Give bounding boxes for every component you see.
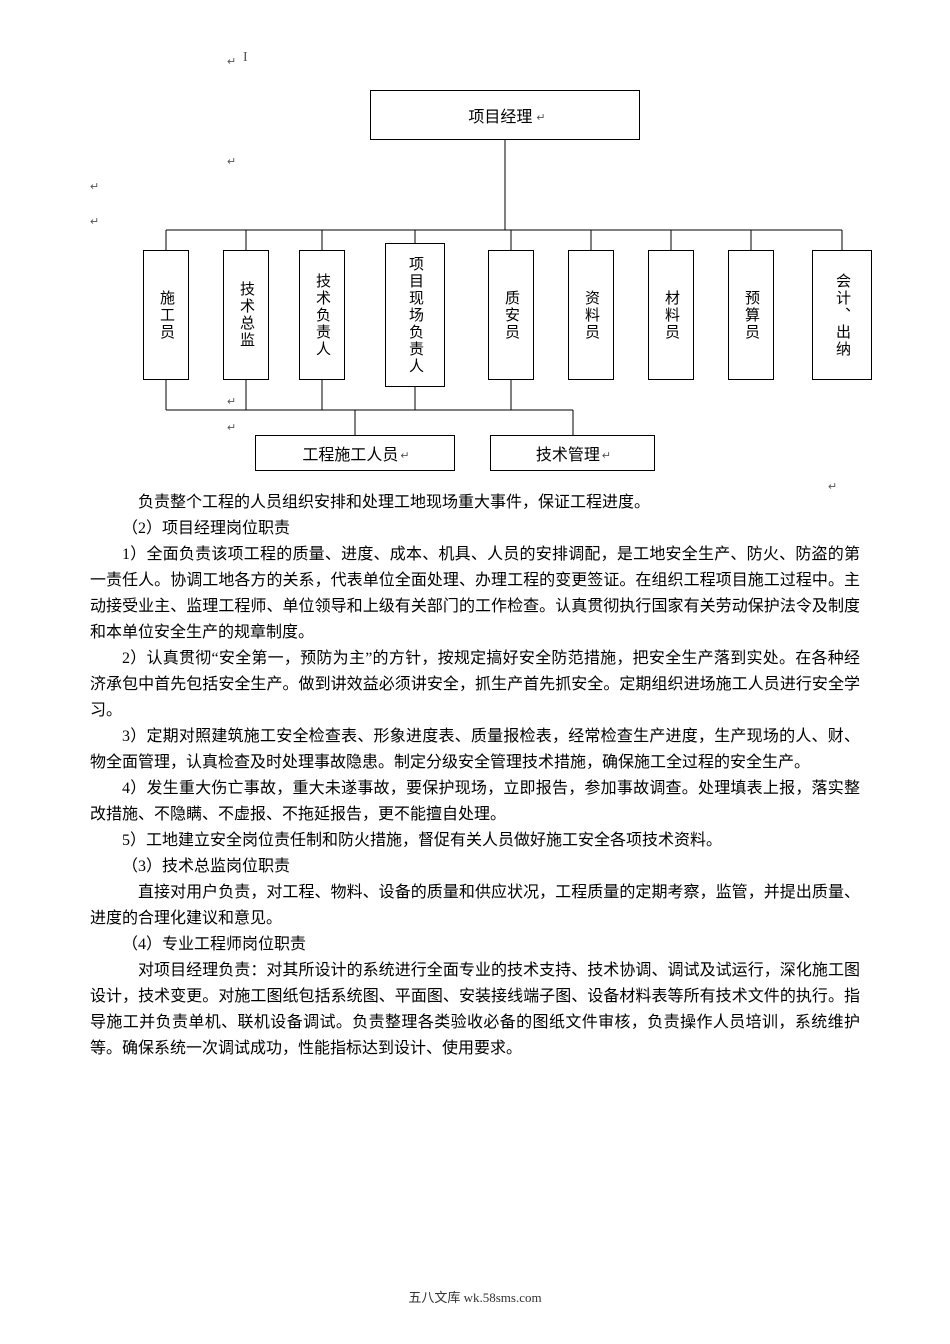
para-10: 对项目经理负责：对其所设计的系统进行全面专业的技术支持、技术协调、调试及试运行，… [90,958,860,1062]
return-mark: ↵ [227,55,236,68]
org-role-label-1: 技术总监 [237,281,255,349]
text-cursor: I [243,50,248,66]
para-7: （3）技术总监岗位职责 [90,854,860,880]
return-mark: ↵ [227,155,236,168]
org-role-label-8: 会计、出纳 [833,273,851,358]
para-6: 5）工地建立安全岗位责任制和防火措施，督促有关人员做好施工安全各项技术资料。 [90,828,860,854]
para-1: （2）项目经理岗位职责 [90,516,860,542]
document-body: 负责整个工程的人员组织安排和处理工地现场重大事件，保证工程进度。 （2）项目经理… [90,490,860,1062]
org-role-box-8: 会计、出纳 [812,250,872,380]
para-3: 2）认真贯彻“安全第一，预防为主”的方针，按规定搞好安全防范措施，把安全生产落到… [90,646,860,724]
para-9: （4）专业工程师岗位职责 [90,932,860,958]
org-role-box-3: 项目现场负责人 [385,243,445,387]
return-mark: ↵ [536,111,545,124]
return-mark: ↵ [90,215,99,228]
para-5: 4）发生重大伤亡事故，重大未遂事故，要保护现场，立即报告，参加事故调查。处理填表… [90,776,860,828]
org-role-label-0: 施工员 [157,290,175,341]
org-role-box-1: 技术总监 [223,250,269,380]
org-role-box-0: 施工员 [143,250,189,380]
para-2: 1）全面负责该项工程的质量、进度、成本、机具、人员的安排调配，是工地安全生产、防… [90,542,860,646]
org-role-box-6: 材料员 [648,250,694,380]
return-mark: ↵ [227,421,236,434]
org-role-box-2: 技术负责人 [299,250,345,380]
return-mark: ↵ [602,449,611,462]
return-mark: ↵ [828,480,837,493]
org-chart: I ↵ 项目经理 ↵ ↵ ↵ ↵ 施工员 技术总监 技术负责人 项目现场负责人 … [130,40,900,480]
org-role-label-2: 技术负责人 [313,273,331,358]
page-footer: 五八文库 wk.58sms.com [0,1287,950,1306]
org-box-project-manager: 项目经理 ↵ [370,90,640,140]
org-box-project-manager-label: 项目经理 [468,103,532,127]
org-role-box-7: 预算员 [728,250,774,380]
org-role-box-5: 资料员 [568,250,614,380]
return-mark: ↵ [227,395,236,408]
org-bottom-box-1: 技术管理 ↵ [490,435,655,471]
org-role-label-3: 项目现场负责人 [406,256,424,375]
org-role-label-7: 预算员 [742,290,760,341]
para-0: 负责整个工程的人员组织安排和处理工地现场重大事件，保证工程进度。 [90,490,860,516]
org-role-box-4: 质安员 [488,250,534,380]
org-bottom-box-0: 工程施工人员 ↵ [255,435,455,471]
return-mark: ↵ [90,180,99,193]
org-bottom-label-0: 工程施工人员 [302,441,398,465]
org-role-label-5: 资料员 [582,290,600,341]
org-role-label-6: 材料员 [662,290,680,341]
para-8: 直接对用户负责，对工程、物料、设备的质量和供应状况，工程质量的定期考察，监管，并… [90,880,860,932]
org-role-label-4: 质安员 [502,290,520,341]
org-bottom-label-1: 技术管理 [536,441,600,465]
para-4: 3）定期对照建筑施工安全检查表、形象进度表、质量报检表，经常检查生产进度，生产现… [90,724,860,776]
return-mark: ↵ [400,449,409,462]
